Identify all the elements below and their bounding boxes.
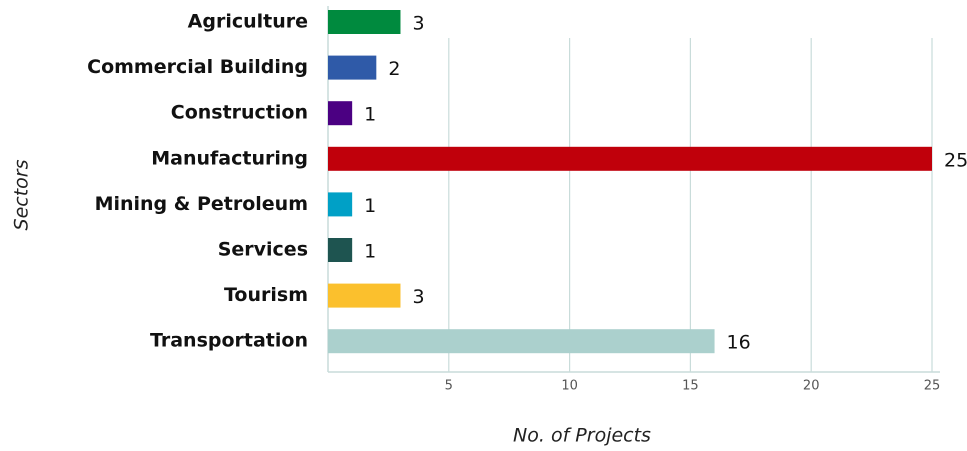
category-label: Transportation [150, 330, 308, 352]
y-axis-label: Sectors [11, 159, 33, 230]
bar [328, 101, 353, 126]
value-label: 3 [412, 286, 424, 308]
x-tick-label: 15 [682, 379, 699, 394]
category-label: Mining & Petroleum [95, 193, 308, 215]
value-label: 16 [727, 332, 751, 354]
x-axis-label: No. of Projects [513, 425, 651, 447]
bar [328, 55, 377, 80]
category-label: Tourism [224, 284, 308, 306]
category-label: Services [218, 239, 308, 261]
bar [328, 192, 353, 217]
bar [328, 238, 353, 262]
value-label: 25 [944, 149, 967, 171]
value-label: 1 [364, 195, 376, 217]
value-label: 1 [364, 241, 376, 263]
category-label: Manufacturing [151, 147, 308, 169]
x-tick-label: 10 [561, 379, 578, 394]
category-label: Agriculture [188, 11, 308, 33]
x-tick-label: 20 [803, 379, 820, 394]
bar [328, 146, 932, 171]
value-label: 2 [388, 58, 400, 80]
x-tick-label: 25 [924, 379, 941, 394]
category-label: Construction [171, 102, 308, 124]
bar [328, 283, 401, 308]
category-label: Commercial Building [87, 56, 308, 78]
bar [328, 329, 715, 354]
bar [328, 10, 401, 34]
x-tick-label: 5 [445, 379, 453, 394]
value-label: 3 [412, 13, 424, 35]
value-label: 1 [364, 104, 376, 126]
